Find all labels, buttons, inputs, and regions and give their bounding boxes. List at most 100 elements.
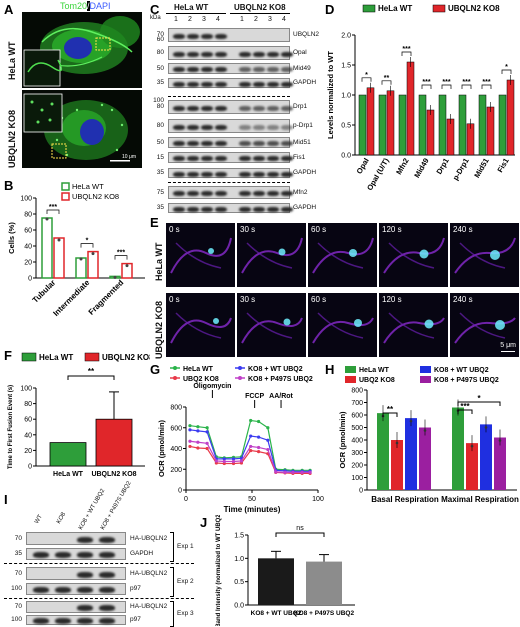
- y-axis-label: Time to First Fusion Event (s): [8, 385, 14, 469]
- blot-band: [239, 156, 251, 161]
- blot-band: [99, 618, 115, 624]
- blot-label: UBQLN2: [293, 31, 320, 38]
- y-axis-label: OCR (pmol/min): [338, 411, 347, 469]
- x-tick-label: 0: [184, 496, 188, 503]
- bar-wt: [378, 94, 387, 156]
- series-point: [205, 426, 209, 430]
- bar: [391, 440, 403, 490]
- panelA-row1-wrap: HeLa WT: [5, 20, 19, 80]
- blot-kda-marker: 100: [11, 616, 22, 623]
- blot-band: [215, 171, 227, 177]
- injection-label: Oligomycin: [193, 383, 231, 390]
- x-tick-label: Mid51: [472, 157, 490, 180]
- blot-band: [239, 124, 251, 130]
- blot-band: [201, 67, 213, 72]
- lane-number: 4: [282, 16, 286, 23]
- series-point: [231, 459, 236, 464]
- blot-band: [215, 51, 227, 57]
- blot-band: [215, 105, 227, 111]
- fusion-image-frame: 30 s: [237, 223, 306, 287]
- x-axis-label: Time (minutes): [224, 505, 281, 514]
- blot-band: [239, 206, 251, 212]
- legend-swatch: [432, 4, 446, 13]
- y-tick-label: 2.0: [341, 33, 351, 40]
- x-tick-label: KO8 + P497S UBQ2: [294, 610, 355, 617]
- blot-kda-extra: 60: [156, 36, 164, 43]
- blot-band: [201, 206, 213, 212]
- injection-label: FCCP: [245, 393, 264, 400]
- blot-label: Mid49: [293, 64, 311, 72]
- series-point: [257, 435, 261, 439]
- blot-strip: [168, 63, 293, 74]
- blot-band: [201, 33, 213, 39]
- blot-kda-marker: 80: [156, 122, 164, 129]
- x-tick-label: Maximal Respiration: [441, 495, 519, 504]
- blot-strip: [168, 137, 293, 148]
- blot-band: [281, 124, 293, 130]
- y-tick-label: 100: [20, 386, 32, 393]
- blot-band: [239, 81, 251, 87]
- y-tick-label: 0: [28, 464, 32, 471]
- bar-wt: [75, 257, 87, 279]
- blot-band: [201, 124, 213, 130]
- blot-strip: [168, 78, 293, 88]
- series-point: [274, 470, 278, 474]
- panelG-chart: HeLa WT UBQ2 KO8 KO8 + WT UBQ2 KO8 + P497S …: [157, 366, 324, 514]
- y-tick-label: 1.5: [234, 533, 244, 540]
- blot-band: [253, 191, 265, 196]
- series-point: [266, 426, 270, 430]
- series-point: [249, 418, 253, 423]
- data-point: [470, 444, 474, 448]
- mito-signal: [312, 312, 374, 344]
- y-tick-label: 40: [24, 432, 32, 439]
- data-point: [45, 217, 49, 221]
- series-point: [188, 444, 192, 449]
- y-tick-label: 600: [170, 425, 182, 432]
- series-point: [196, 425, 200, 429]
- panelC-group1-line: [166, 13, 226, 14]
- data-point: [125, 264, 129, 268]
- sig-bracket: [382, 412, 398, 417]
- y-tick-label: 40: [24, 244, 32, 251]
- fusion-image-frame: 120 s: [379, 293, 448, 357]
- y-axis-label: Levels normalized to WT: [326, 51, 335, 139]
- series-point: [257, 445, 261, 450]
- bar: [95, 418, 133, 467]
- blot-strip: [26, 532, 126, 545]
- y-tick-label: 300: [351, 450, 363, 457]
- blot-strip: [168, 203, 293, 213]
- fusion-image-frame: 0 s: [166, 223, 235, 287]
- fusion-image-frame: 30 s: [237, 293, 306, 357]
- panelA-stain-title: Tom20/DAPI: [60, 1, 111, 11]
- bar-wt: [418, 94, 427, 156]
- series-point: [205, 441, 209, 445]
- blot-band: [239, 191, 251, 196]
- series-point: [257, 419, 261, 424]
- blot-band: [33, 587, 49, 593]
- y-tick-label: 0: [359, 488, 363, 495]
- time-label: 30 s: [240, 225, 256, 234]
- series-point: [266, 447, 270, 452]
- blot-label: Opal: [293, 49, 307, 56]
- blot-band: [173, 51, 185, 57]
- bar-ko: [386, 90, 395, 156]
- y-tick-label: 0: [28, 276, 32, 283]
- y-tick-label: 500: [351, 425, 363, 432]
- x-tick-label: Tubular: [31, 278, 58, 305]
- blot-kda-extra: 100: [153, 97, 164, 104]
- panelC-kda: kDa: [150, 15, 161, 21]
- blot-band: [33, 618, 49, 624]
- exp-bracket: [170, 567, 174, 597]
- bar-wt: [438, 94, 447, 156]
- blot-band: [281, 206, 293, 212]
- sig-bracket: [114, 255, 128, 260]
- blot-band: [267, 206, 279, 212]
- sig-bracket: [46, 209, 60, 214]
- fusion-image-frame: 60 s: [308, 223, 377, 287]
- bar-wt: [398, 94, 407, 156]
- blot-band: [215, 191, 227, 196]
- time-label: 30 s: [240, 295, 256, 304]
- time-label: 0 s: [169, 295, 180, 304]
- sig-bracket: [457, 401, 501, 406]
- time-label: 120 s: [382, 225, 402, 234]
